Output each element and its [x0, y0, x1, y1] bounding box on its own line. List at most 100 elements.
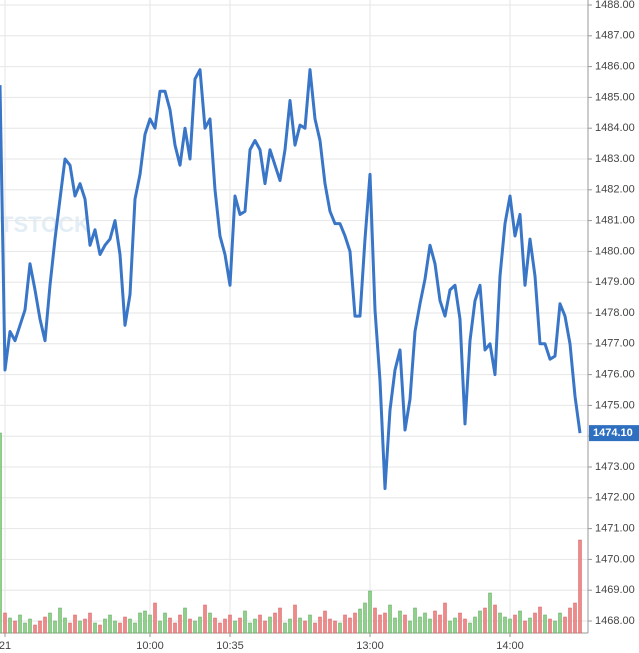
volume-bar	[393, 617, 397, 634]
volume-bar	[548, 618, 552, 634]
last-price-label: 1474.10	[593, 427, 633, 439]
volume-bar	[298, 617, 302, 634]
volume-bar	[498, 612, 502, 634]
volume-bar	[158, 620, 162, 634]
volume-bar	[263, 620, 267, 634]
y-tick-label: 1471.00	[595, 523, 635, 535]
volume-bar	[463, 618, 467, 634]
volume-bar	[563, 616, 567, 634]
volume-bar	[383, 612, 387, 634]
volume-bar	[3, 612, 7, 634]
volume-bar	[303, 620, 307, 634]
volume-bar	[458, 612, 462, 634]
volume-bar	[78, 620, 82, 634]
volume-bar	[163, 612, 167, 634]
volume-bar	[93, 622, 97, 634]
volume-bar	[168, 617, 172, 634]
y-tick-label: 1473.00	[595, 461, 635, 473]
volume-bar	[233, 620, 237, 634]
volume-bar	[483, 607, 487, 634]
volume-bar	[203, 604, 207, 634]
volume-bar	[73, 614, 77, 634]
x-tick-label: 10:35	[216, 640, 244, 652]
volume-bar	[313, 622, 317, 634]
volume-bar	[323, 610, 327, 634]
volume-bar	[503, 616, 507, 634]
volume-bar	[528, 617, 532, 634]
volume-bar	[228, 614, 232, 634]
x-tick-label: 21	[0, 640, 11, 652]
volume-bar	[218, 622, 222, 634]
volume-bar	[443, 602, 447, 634]
volume-bar	[363, 602, 367, 634]
volume-bar	[388, 604, 392, 634]
volume-bar	[213, 617, 217, 634]
y-tick-label: 1470.00	[595, 553, 635, 565]
y-tick-label: 1487.00	[595, 30, 635, 42]
volume-bar	[403, 614, 407, 634]
x-tick-label: 10:00	[136, 640, 164, 652]
x-tick-label: 13:00	[356, 640, 384, 652]
y-tick-label: 1477.00	[595, 338, 635, 350]
volume-bar	[328, 618, 332, 634]
volume-bar	[453, 617, 457, 634]
watermark: TSTOCK	[0, 212, 90, 237]
volume-bar	[488, 592, 492, 634]
volume-bar	[428, 618, 432, 634]
volume-bar	[543, 614, 547, 634]
volume-bar	[208, 612, 212, 634]
volume-bar	[143, 610, 147, 634]
volume-bar	[473, 616, 477, 634]
y-tick-label: 1488.00	[595, 0, 635, 11]
volume-bar	[433, 610, 437, 634]
volume-bar	[568, 607, 572, 634]
y-tick-label: 1469.00	[595, 584, 635, 596]
volume-bar	[553, 620, 557, 634]
volume-bar	[308, 614, 312, 634]
volume-bar	[128, 618, 132, 634]
volume-bar	[493, 604, 497, 634]
volume-bar	[18, 614, 22, 634]
volume-bar	[358, 608, 362, 634]
volume-bar	[118, 622, 122, 634]
volume-bar	[148, 614, 152, 634]
volume-bar	[38, 620, 42, 634]
volume-bar	[258, 614, 262, 634]
y-tick-label: 1483.00	[595, 153, 635, 165]
volume-bar	[468, 622, 472, 634]
volume-bar	[58, 607, 62, 634]
volume-bar	[13, 620, 17, 634]
volume-bar	[8, 617, 12, 634]
volume-bar	[153, 602, 157, 634]
volume-bar	[343, 614, 347, 634]
volume-bar	[293, 604, 297, 634]
volume-bar	[178, 614, 182, 634]
volume-bar	[578, 539, 582, 634]
volume-bar	[53, 620, 57, 634]
volume-bar	[98, 624, 102, 634]
volume-bar	[523, 620, 527, 634]
volume-bar	[253, 618, 257, 634]
volume-bar	[113, 620, 117, 634]
volume-bar	[123, 616, 127, 634]
y-tick-label: 1481.00	[595, 215, 635, 227]
volume-bar	[438, 614, 442, 634]
volume-bar	[63, 617, 67, 634]
volume-bar	[33, 624, 37, 634]
x-tick-label: 14:00	[496, 640, 524, 652]
y-tick-label: 1478.00	[595, 307, 635, 319]
volume-bar	[558, 612, 562, 634]
volume-bar	[573, 602, 577, 634]
volume-bar	[348, 617, 352, 634]
volume-bar	[448, 620, 452, 634]
volume-bar	[238, 617, 242, 634]
volume-bar	[508, 618, 512, 634]
volume-bar	[353, 612, 357, 634]
volume-bar	[108, 614, 112, 634]
volume-bar	[48, 612, 52, 634]
volume-bar	[368, 590, 372, 634]
volume-bar	[533, 612, 537, 634]
y-tick-label: 1484.00	[595, 122, 635, 134]
y-tick-label: 1480.00	[595, 245, 635, 257]
volume-bar	[248, 622, 252, 634]
